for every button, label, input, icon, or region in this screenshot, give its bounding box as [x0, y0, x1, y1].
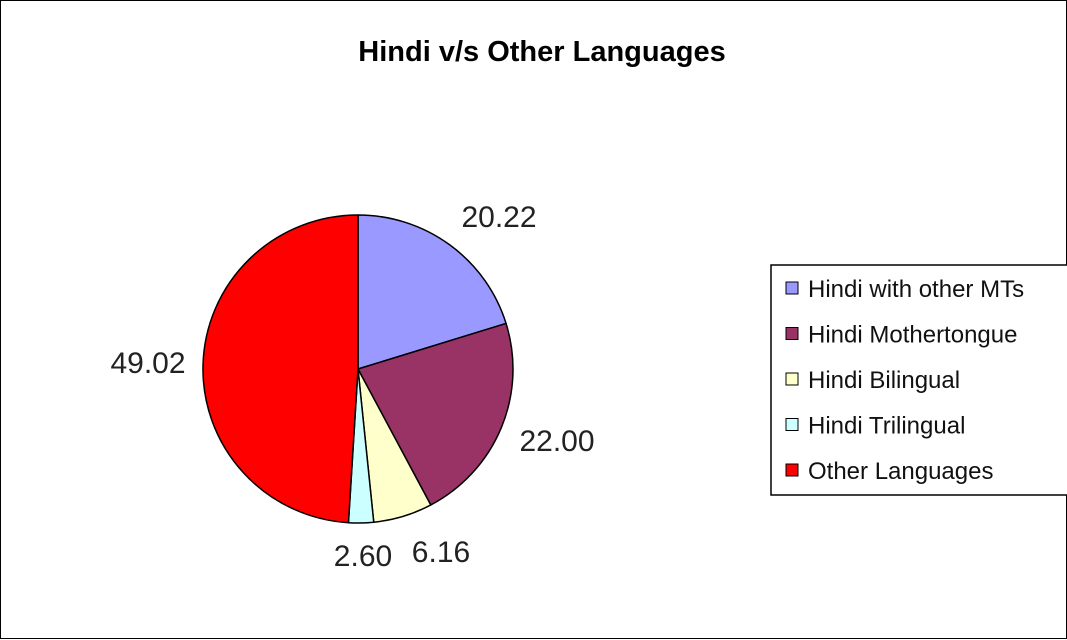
- legend-swatch-hindi-with-other-mts: [785, 281, 799, 295]
- pie-slices: [202, 214, 514, 524]
- legend-swatch-hindi-mothertongue: [785, 327, 799, 340]
- legend-swatch-other-languages: [785, 463, 799, 477]
- legend-label-hindi-bilingual: Hindi Bilingual: [808, 367, 960, 394]
- data-label-hindi-mothertongue: 22.00: [519, 425, 594, 458]
- legend-swatch-hindi-bilingual: [785, 372, 799, 386]
- legend-label-hindi-with-other-mts: Hindi with other MTs: [808, 276, 1024, 303]
- pie-data-labels: 20.22 22.00 6.16 2.60 49.02: [110, 201, 594, 573]
- data-label-hindi-trilingual: 2.60: [334, 540, 392, 573]
- legend: Hindi with other MTs Hindi Mothertongue Hi…: [770, 264, 1067, 496]
- pie-slice-hindi-mothertongue: [357, 322, 514, 506]
- legend-label-other-languages: Other Languages: [808, 458, 993, 485]
- legend-label-hindi-mothertongue: Hindi Mothertongue: [808, 322, 1017, 349]
- legend-label-hindi-trilingual: Hindi Trilingual: [808, 413, 965, 440]
- legend-swatch-hindi-trilingual: [785, 418, 799, 431]
- data-label-hindi-with-other-mts: 20.22: [461, 201, 536, 234]
- chart-title: Hindi v/s Other Languages: [358, 36, 725, 68]
- pie-slice-hindi-with-other-mts: [357, 214, 507, 370]
- pie-slice-other-languages: [202, 214, 359, 524]
- data-label-hindi-bilingual: 6.16: [412, 536, 470, 569]
- legend-box: [770, 264, 1067, 496]
- data-label-other-languages: 49.02: [110, 347, 185, 380]
